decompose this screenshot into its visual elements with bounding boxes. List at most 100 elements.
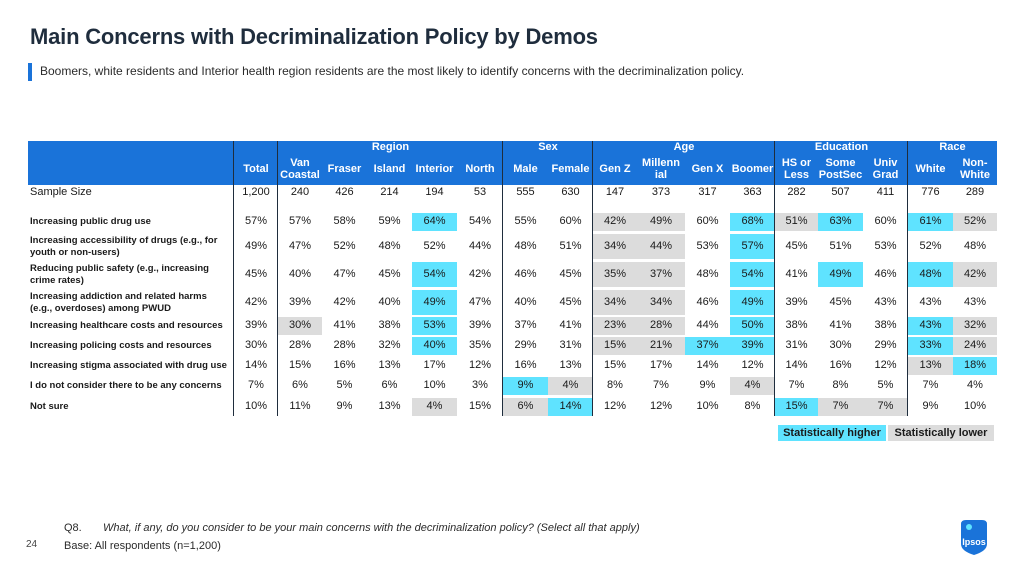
data-cell: 28%	[637, 317, 685, 335]
data-cell: 45%	[378, 267, 401, 280]
data-cell: 10%	[696, 400, 719, 413]
data-cell: 12%	[741, 359, 764, 372]
data-cell: 30%	[278, 317, 322, 335]
data-cell: 42%	[244, 295, 268, 308]
data-cell: 15%	[593, 337, 637, 355]
data-cell: 42%	[468, 267, 492, 280]
column-header: Fraser	[327, 163, 362, 176]
data-cell: 39%	[730, 337, 775, 355]
data-cell: 17%	[423, 359, 446, 372]
sample-size-value: 53	[473, 186, 487, 199]
data-cell: 35%	[468, 339, 492, 352]
data-cell: 16%	[829, 359, 852, 372]
row-label: Increasing policing costs and resources	[30, 340, 212, 352]
row-label: Increasing healthcare costs and resource…	[30, 320, 223, 332]
data-cell: 13%	[908, 357, 953, 375]
legend-lower: Statistically lower	[888, 425, 994, 441]
data-cell: 34%	[637, 290, 685, 315]
data-cell: 45%	[559, 295, 582, 308]
column-header: Non- White	[960, 157, 990, 181]
column-header: Interior	[415, 163, 454, 176]
data-cell: 13%	[559, 359, 582, 372]
data-cell: 6%	[503, 398, 548, 416]
column-header: Gen X	[691, 163, 724, 176]
data-cell: 34%	[593, 290, 637, 315]
sample-size-value: 289	[965, 186, 985, 199]
data-cell: 32%	[953, 317, 997, 335]
data-cell: 51%	[775, 213, 818, 231]
column-header: Boomer	[731, 163, 774, 176]
data-cell: 5%	[336, 379, 353, 392]
data-cell: 49%	[730, 290, 775, 315]
page-subtitle: Boomers, white residents and Interior he…	[40, 64, 745, 78]
data-cell: 38%	[874, 319, 897, 332]
data-cell: 39%	[244, 319, 268, 332]
data-cell: 49%	[637, 213, 685, 231]
data-cell: 16%	[514, 359, 537, 372]
data-cell: 15%	[468, 400, 492, 413]
column-header: Total	[243, 163, 269, 176]
data-cell: 12%	[874, 359, 897, 372]
data-cell: 52%	[919, 239, 942, 252]
data-cell: 46%	[514, 267, 537, 280]
column-header: Millenn ial	[642, 157, 680, 181]
data-cell: 53%	[412, 317, 457, 335]
sample-size-value: 411	[876, 186, 895, 199]
sample-size-label: Sample Size	[30, 186, 92, 199]
data-cell: 51%	[829, 239, 852, 252]
data-cell: 15%	[288, 359, 312, 372]
data-cell: 15%	[603, 359, 627, 372]
data-cell: 60%	[559, 215, 582, 228]
group-header: Education	[814, 141, 869, 154]
data-cell: 45%	[785, 239, 808, 252]
data-cell: 17%	[649, 359, 673, 372]
data-cell: 47%	[468, 295, 492, 308]
logo-text: Ipsos	[962, 537, 986, 547]
data-cell: 60%	[696, 215, 719, 228]
data-cell: 35%	[593, 262, 637, 287]
data-cell: 13%	[378, 400, 401, 413]
column-header: White	[915, 163, 946, 176]
data-cell: 57%	[288, 215, 312, 228]
data-cell: 28%	[333, 339, 356, 352]
data-cell: 60%	[874, 215, 897, 228]
data-cell: 52%	[953, 213, 997, 231]
data-cell: 57%	[730, 234, 775, 259]
data-cell: 28%	[288, 339, 312, 352]
sample-size-value: 507	[831, 186, 850, 199]
data-cell: 51%	[559, 239, 582, 252]
column-header: Gen Z	[599, 163, 631, 176]
data-cell: 8%	[832, 379, 849, 392]
data-cell: 4%	[548, 377, 593, 395]
data-cell: 63%	[818, 213, 863, 231]
sample-size-value: 147	[605, 186, 625, 199]
row-label: Increasing public drug use	[30, 216, 151, 228]
data-cell: 37%	[637, 262, 685, 287]
group-header: Region	[371, 141, 410, 154]
column-header: Male	[513, 163, 538, 176]
row-label: Not sure	[30, 401, 69, 413]
data-cell: 48%	[378, 239, 401, 252]
data-cell: 41%	[559, 319, 582, 332]
data-cell: 14%	[244, 359, 268, 372]
data-cell: 14%	[548, 398, 593, 416]
sample-size-value: 194	[425, 186, 444, 199]
data-cell: 41%	[785, 267, 808, 280]
column-header: HS or Less	[781, 157, 812, 181]
data-cell: 57%	[244, 215, 268, 228]
data-cell: 39%	[468, 319, 492, 332]
data-cell: 42%	[593, 213, 637, 231]
data-cell: 43%	[908, 317, 953, 335]
sample-size-value: 317	[698, 186, 717, 199]
data-cell: 15%	[775, 398, 818, 416]
data-cell: 61%	[908, 213, 953, 231]
data-cell: 42%	[953, 262, 997, 287]
data-cell: 7%	[248, 379, 264, 392]
data-cell: 49%	[818, 262, 863, 287]
data-cell: 44%	[637, 234, 685, 259]
data-cell: 46%	[874, 267, 897, 280]
row-label: Increasing stigma associated with drug u…	[30, 360, 227, 372]
data-cell: 4%	[730, 377, 775, 395]
data-cell: 45%	[559, 267, 582, 280]
data-cell: 7%	[863, 398, 908, 416]
